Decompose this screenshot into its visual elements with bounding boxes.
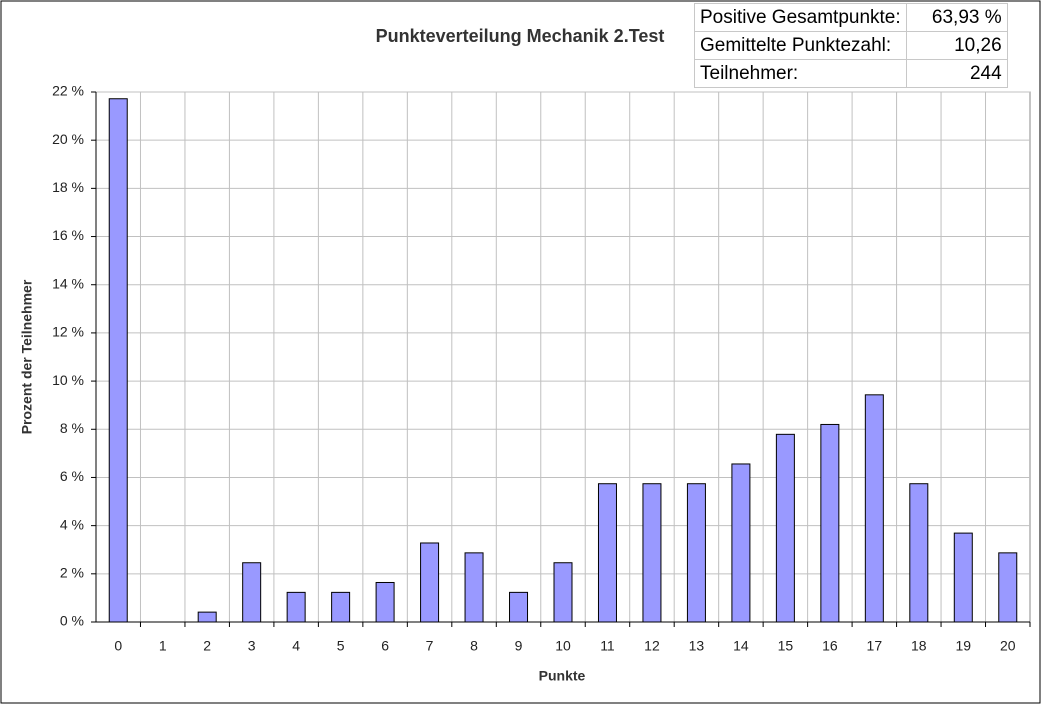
info-row: Teilnehmer: 244 bbox=[694, 59, 1008, 88]
x-tick-label: 15 bbox=[778, 638, 794, 654]
info-label: Positive Gesamtpunkte: bbox=[694, 3, 907, 32]
bar bbox=[731, 463, 751, 623]
bar bbox=[509, 591, 529, 623]
x-tick-label: 2 bbox=[203, 638, 211, 654]
info-value: 10,26 bbox=[905, 31, 1008, 60]
y-tick-label: 8 % bbox=[60, 420, 84, 436]
x-tick-label: 1 bbox=[159, 638, 167, 654]
y-tick-label: 6 % bbox=[60, 468, 84, 484]
y-tick-label: 4 % bbox=[60, 516, 84, 532]
y-tick-label: 16 % bbox=[52, 227, 84, 243]
bar bbox=[998, 552, 1018, 623]
bar bbox=[375, 581, 395, 623]
x-tick-label: 17 bbox=[867, 638, 883, 654]
x-tick-label: 3 bbox=[248, 638, 256, 654]
bar bbox=[597, 483, 617, 623]
bar bbox=[642, 483, 662, 623]
x-tick-label: 9 bbox=[515, 638, 523, 654]
y-tick-label: 22 % bbox=[52, 83, 84, 99]
y-tick-label: 0 % bbox=[60, 613, 84, 629]
y-tick-label: 14 % bbox=[52, 275, 84, 291]
x-tick-label: 7 bbox=[426, 638, 434, 654]
info-value: 63,93 % bbox=[905, 3, 1008, 32]
x-tick-label: 8 bbox=[470, 638, 478, 654]
bar bbox=[197, 611, 217, 623]
info-label: Gemittelte Punktezahl: bbox=[694, 31, 907, 60]
info-value: 244 bbox=[905, 59, 1008, 88]
bar bbox=[331, 591, 351, 623]
x-tick-label: 14 bbox=[733, 638, 749, 654]
chart-title: Punkteverteilung Mechanik 2.Test bbox=[376, 26, 665, 46]
bar bbox=[775, 433, 795, 623]
x-tick-label: 20 bbox=[1000, 638, 1016, 654]
y-tick-label: 10 % bbox=[52, 372, 84, 388]
y-tick-label: 12 % bbox=[52, 324, 84, 340]
y-tick-label: 2 % bbox=[60, 565, 84, 581]
bar bbox=[953, 532, 973, 623]
x-tick-label: 0 bbox=[114, 638, 122, 654]
bar bbox=[420, 542, 440, 623]
y-axis-label: Prozent der Teilnehmer bbox=[19, 279, 35, 434]
x-tick-label: 11 bbox=[600, 638, 615, 654]
x-tick-label: 19 bbox=[955, 638, 971, 654]
x-tick-label: 13 bbox=[689, 638, 705, 654]
x-axis-label: Punkte bbox=[539, 668, 586, 684]
bar bbox=[820, 423, 840, 623]
info-row: Gemittelte Punktezahl: 10,26 bbox=[694, 31, 1008, 60]
info-label: Teilnehmer: bbox=[694, 59, 907, 88]
x-tick-label: 18 bbox=[911, 638, 927, 654]
bar bbox=[553, 562, 573, 623]
y-tick-label: 20 % bbox=[52, 131, 84, 147]
bar bbox=[242, 562, 262, 623]
bar bbox=[464, 552, 484, 623]
plot-area bbox=[95, 91, 1031, 623]
x-tick-label: 4 bbox=[292, 638, 300, 654]
bar bbox=[686, 483, 706, 623]
x-tick-label: 6 bbox=[381, 638, 389, 654]
info-table: Positive Gesamtpunkte: 63,93 % Gemittelte … bbox=[694, 3, 1008, 88]
bar bbox=[108, 98, 128, 623]
x-tick-label: 16 bbox=[822, 638, 838, 654]
x-tick-label: 10 bbox=[555, 638, 571, 654]
bar bbox=[909, 483, 929, 623]
bar bbox=[864, 394, 884, 623]
x-tick-label: 12 bbox=[644, 638, 660, 654]
info-row: Positive Gesamtpunkte: 63,93 % bbox=[694, 3, 1008, 32]
bar bbox=[286, 591, 306, 623]
x-tick-label: 5 bbox=[337, 638, 345, 654]
y-tick-label: 18 % bbox=[52, 179, 84, 195]
